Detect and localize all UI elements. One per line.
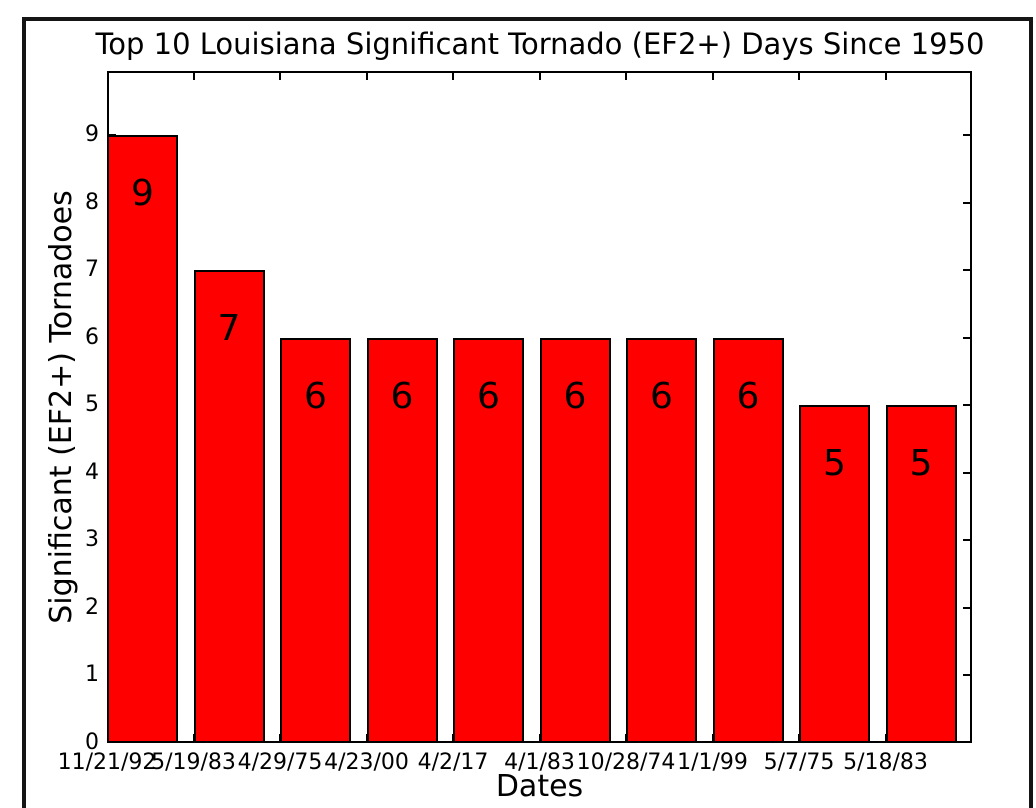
- bar-value-label: 5: [909, 443, 933, 484]
- y-tick-label: 7: [85, 257, 99, 282]
- x-tick-label: 4/23/00: [324, 750, 409, 775]
- bar-value-label: 7: [217, 308, 241, 349]
- x-tick-mark-top: [365, 73, 368, 80]
- bar: [626, 338, 697, 743]
- y-tick-label: 6: [85, 325, 99, 350]
- x-tick-label: 4/2/17: [417, 750, 489, 775]
- y-tick-label: 0: [85, 730, 99, 755]
- figure-border: [22, 17, 1033, 808]
- bar-value-label: 9: [131, 173, 154, 214]
- bar-value-label: 6: [390, 376, 414, 417]
- y-tick-label: 3: [85, 527, 99, 552]
- x-tick-label: 5/19/83: [151, 750, 236, 775]
- x-tick-mark-top: [538, 73, 541, 80]
- bar-value-label: 6: [650, 376, 673, 417]
- chart-title: Top 10 Louisiana Significant Tornado (EF…: [95, 27, 985, 61]
- y-tick-mark-right: [963, 539, 970, 541]
- y-tick-label: 2: [85, 595, 99, 620]
- bar: [712, 338, 784, 743]
- y-tick-mark-right: [963, 472, 970, 474]
- bar: [107, 135, 178, 743]
- bar: [539, 338, 611, 743]
- x-tick-label: 5/18/83: [843, 750, 928, 775]
- bar: [280, 338, 351, 743]
- x-tick-mark-top: [884, 73, 887, 80]
- x-tick-mark-top: [452, 73, 454, 80]
- bar-value-label: 5: [823, 443, 846, 484]
- x-tick-label: 5/7/75: [763, 750, 835, 775]
- bar: [366, 338, 438, 743]
- x-tick-mark-top: [192, 73, 195, 80]
- y-tick-mark-right: [963, 202, 970, 204]
- y-tick-mark-right: [963, 337, 970, 339]
- y-tick-label: 9: [85, 122, 99, 147]
- x-tick-label: 4/1/83: [504, 750, 575, 775]
- y-tick-label: 4: [85, 460, 99, 485]
- x-tick-mark-top: [711, 73, 714, 80]
- x-tick-mark-top: [279, 73, 281, 80]
- y-tick-mark-right: [963, 607, 970, 609]
- bar-value-label: 6: [736, 376, 760, 417]
- bar: [453, 338, 524, 743]
- bar-value-label: 6: [563, 376, 587, 417]
- y-tick-mark-right: [963, 674, 970, 676]
- bar: [193, 270, 265, 743]
- x-tick-mark-top: [798, 73, 800, 80]
- y-tick-mark-right: [963, 404, 970, 406]
- bar-value-label: 6: [477, 376, 500, 417]
- bar-value-label: 6: [304, 376, 327, 417]
- bar: [885, 405, 957, 743]
- x-tick-label: 11/21/92: [57, 750, 157, 775]
- x-axis-label: Dates: [495, 769, 584, 804]
- x-tick-label: 4/29/75: [237, 750, 323, 775]
- y-tick-mark-right: [963, 134, 970, 136]
- y-tick-label: 8: [85, 190, 99, 215]
- y-tick-label: 1: [85, 662, 99, 687]
- x-tick-label: 1/1/99: [677, 750, 748, 775]
- bar: [799, 405, 870, 743]
- y-tick-mark-right: [963, 269, 970, 271]
- y-tick-label: 5: [85, 392, 99, 417]
- x-tick-label: 10/28/74: [576, 750, 676, 775]
- x-tick-mark-top: [625, 73, 627, 80]
